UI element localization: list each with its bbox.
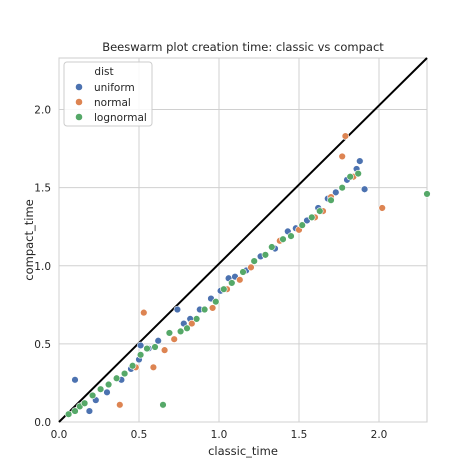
x-tick-label: 0.5	[131, 429, 148, 441]
point-normal	[160, 346, 169, 354]
y-tick-label: 0.0	[34, 417, 51, 429]
point-normal	[116, 401, 124, 409]
point-lognormal	[268, 243, 276, 251]
point-lognormal	[64, 410, 73, 418]
point-lognormal	[423, 190, 431, 198]
legend-marker-uniform	[75, 83, 83, 91]
point-uniform	[356, 157, 364, 165]
x-tick-label: 2.0	[371, 429, 388, 441]
legend-label-normal: normal	[94, 97, 131, 109]
x-tick-label: 1.0	[211, 429, 228, 441]
point-lognormal	[279, 235, 287, 243]
y-tick-label: 1.5	[34, 183, 51, 195]
y-tick-label: 1.0	[34, 261, 51, 273]
tick-labels: 0.0 0.5 1.0 1.5 2.0 0.0 0.5 1.0 1.5 2.0	[34, 105, 387, 441]
legend-marker-normal	[75, 98, 83, 106]
point-lognormal	[298, 221, 306, 229]
point-normal	[188, 319, 196, 328]
point-lognormal	[165, 329, 174, 337]
point-lognormal	[327, 196, 335, 204]
x-axis-label: classic_time	[208, 444, 278, 458]
point-lognormal	[71, 407, 79, 415]
y-tick-label: 0.5	[34, 339, 51, 351]
x-tick-label: 0.0	[51, 429, 68, 441]
reference-line	[58, 57, 428, 423]
point-lognormal	[159, 401, 167, 409]
point-lognormal	[96, 385, 105, 393]
legend-label-lognormal: lognormal	[94, 112, 147, 124]
legend: dist uniform normal lognormal	[63, 61, 153, 127]
legend-label-uniform: uniform	[94, 82, 135, 94]
legend-box	[63, 61, 153, 127]
point-lognormal	[183, 324, 191, 332]
point-normal	[170, 335, 178, 343]
point-lognormal	[239, 268, 247, 276]
point-normal	[378, 204, 386, 212]
point-normal	[149, 363, 158, 372]
point-uniform	[360, 185, 369, 193]
point-lognormal	[308, 213, 316, 222]
point-normal	[338, 152, 346, 161]
point-normal	[208, 304, 217, 312]
point-lognormal	[228, 279, 236, 287]
point-lognormal	[316, 207, 324, 215]
point-uniform	[173, 305, 182, 314]
point-lognormal	[128, 362, 137, 370]
point-lognormal	[287, 232, 295, 240]
point-lognormal	[120, 369, 129, 378]
point-lognormal	[136, 351, 145, 359]
point-lognormal	[220, 285, 228, 293]
point-lognormal	[250, 257, 258, 265]
point-normal	[140, 308, 148, 317]
point-uniform	[103, 388, 111, 397]
point-uniform	[71, 376, 79, 384]
point-uniform	[85, 407, 94, 415]
point-uniform	[332, 188, 340, 197]
x-tick-label: 1.5	[291, 429, 308, 441]
point-lognormal	[338, 183, 346, 192]
point-lognormal	[112, 374, 121, 382]
point-lognormal	[212, 298, 220, 306]
point-lognormal	[176, 327, 185, 336]
legend-marker-lognormal	[75, 113, 83, 121]
legend-title: dist	[94, 66, 113, 78]
point-lognormal	[143, 344, 151, 353]
point-normal	[236, 276, 244, 284]
point-uniform	[136, 341, 145, 350]
y-axis-label: compact_time	[22, 199, 36, 280]
chart-title: Beeswarm plot creation time: classic vs …	[102, 40, 384, 54]
point-normal	[341, 132, 350, 140]
point-normal	[247, 263, 255, 272]
point-lognormal	[151, 343, 159, 351]
y-tick-label: 2.0	[34, 105, 51, 117]
point-lognormal	[200, 305, 209, 314]
point-lognormal	[261, 251, 270, 259]
point-uniform	[154, 337, 162, 345]
point-lognormal	[80, 399, 89, 407]
point-lognormal	[88, 391, 97, 400]
data-points	[64, 132, 431, 418]
point-lognormal	[346, 173, 354, 181]
point-lognormal	[192, 315, 201, 323]
point-lognormal	[354, 169, 362, 178]
point-lognormal	[104, 380, 113, 389]
